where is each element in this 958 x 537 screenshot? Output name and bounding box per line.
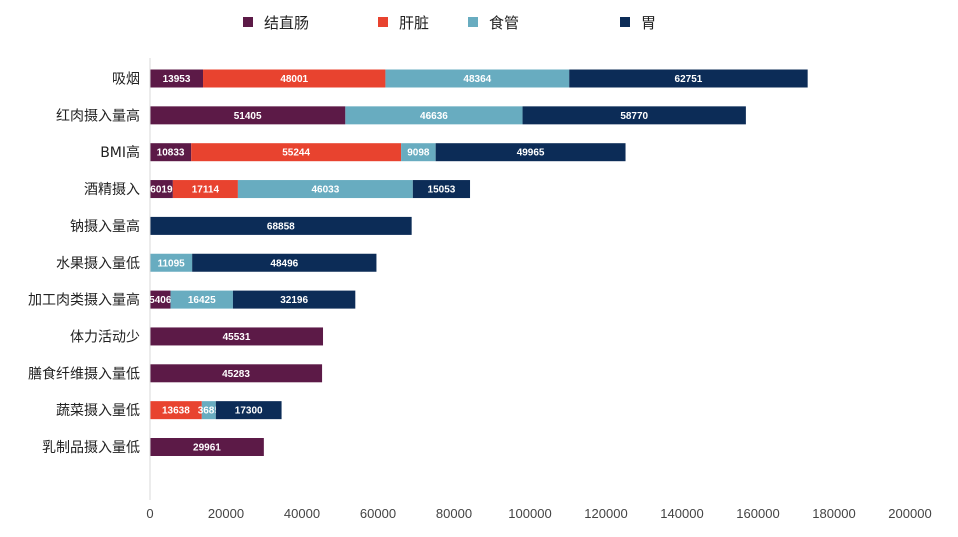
data-label-9-1: 13638 <box>162 406 190 417</box>
data-label-6-2: 16425 <box>188 295 216 306</box>
data-label-1-0: 51405 <box>234 111 262 122</box>
bar-4-3 <box>150 216 412 235</box>
data-label-0-2: 48364 <box>463 74 491 85</box>
data-label-7-0: 45531 <box>223 332 251 343</box>
category-label-9: 蔬菜摄入量低 <box>56 403 140 419</box>
category-label-10: 乳制品摄入量低 <box>42 440 140 456</box>
data-label-1-2: 46636 <box>420 111 448 122</box>
data-label-8-0: 45283 <box>222 369 250 380</box>
category-label-5: 水果摄入量低 <box>56 256 140 272</box>
bar-1-0 <box>150 106 346 125</box>
legend-label-0: 结直肠 <box>264 14 309 32</box>
category-label-8: 膳食纤维摄入量低 <box>28 365 140 382</box>
bar-5-2 <box>150 253 193 272</box>
x-tick-label-0: 0 <box>146 506 153 521</box>
legend-swatch-2 <box>468 17 478 27</box>
bar-7-0 <box>150 327 324 346</box>
data-label-5-3: 48496 <box>270 258 298 269</box>
x-tick-label-4: 80000 <box>436 506 472 521</box>
bar-0-0 <box>150 69 204 88</box>
data-label-10-0: 29961 <box>193 443 221 454</box>
data-label-2-0: 10833 <box>157 148 185 159</box>
x-tick-label-1: 20000 <box>208 506 244 521</box>
x-tick-label-3: 60000 <box>360 506 396 521</box>
data-label-3-1: 17114 <box>192 185 220 196</box>
category-label-2: BMI高 <box>100 144 140 161</box>
bar-10-0 <box>150 438 264 456</box>
data-label-9-2: 3685 <box>198 406 221 417</box>
x-tick-label-7: 140000 <box>660 506 703 521</box>
x-tick-label-10: 200000 <box>888 506 931 521</box>
legend-label-2: 食管 <box>489 14 519 32</box>
bar-6-0 <box>150 290 171 309</box>
data-label-3-2: 46033 <box>311 185 339 196</box>
bar-3-3 <box>412 180 471 199</box>
x-tick-label-9: 180000 <box>812 506 855 521</box>
bar-9-2 <box>201 401 216 420</box>
bar-8-0 <box>150 364 323 383</box>
data-label-0-3: 62751 <box>675 74 703 85</box>
category-label-1: 红肉摄入量高 <box>56 107 140 124</box>
data-label-2-3: 49965 <box>517 148 545 159</box>
bars: 13953 48001 48364 62751 51405 46636 58770 10833… <box>149 69 808 456</box>
bar-3-0 <box>150 180 173 199</box>
bar-2-1 <box>191 143 402 162</box>
bar-6-2 <box>170 290 233 309</box>
category-label-3: 酒精摄入 <box>84 182 140 198</box>
bar-9-1 <box>150 401 202 420</box>
legend-swatch-3 <box>620 17 630 27</box>
x-tick-label-8: 160000 <box>736 506 779 521</box>
x-tick-label-2: 40000 <box>284 506 320 521</box>
bar-2-2 <box>401 143 436 162</box>
x-axis: 0 20000 40000 60000 80000 100000 120000 140000 1… <box>146 58 932 521</box>
legend: 结直肠 肝脏 食管 胃 <box>243 14 656 32</box>
data-label-3-3: 15053 <box>428 185 456 196</box>
bar-0-1 <box>203 69 386 88</box>
category-label-7: 体力活动少 <box>70 329 140 345</box>
bar-1-3 <box>522 106 746 125</box>
bar-1-2 <box>345 106 523 125</box>
legend-swatch-1 <box>378 17 388 27</box>
category-label-4: 钠摄入量高 <box>70 218 140 235</box>
data-label-4-3: 68858 <box>267 221 295 232</box>
bar-3-1 <box>172 180 238 199</box>
bar-2-3 <box>435 143 626 162</box>
bar-0-3 <box>569 69 808 88</box>
data-label-3-0: 6019 <box>150 185 173 196</box>
bar-6-3 <box>232 290 356 309</box>
x-tick-label-5: 100000 <box>508 506 551 521</box>
data-label-6-3: 32196 <box>280 295 308 306</box>
bar-9-3 <box>215 401 282 420</box>
legend-label-3: 胃 <box>641 14 656 32</box>
data-label-2-1: 55244 <box>282 148 310 159</box>
data-label-6-0: 5406 <box>149 295 172 306</box>
data-label-9-3: 17300 <box>235 406 263 417</box>
legend-swatch-0 <box>243 17 253 27</box>
data-label-0-1: 48001 <box>280 74 308 85</box>
data-label-2-2: 9098 <box>407 148 430 159</box>
category-label-0: 吸烟 <box>112 72 140 88</box>
data-label-5-2: 11095 <box>157 258 185 269</box>
legend-label-1: 肝脏 <box>399 14 429 32</box>
bar-0-2 <box>385 69 570 88</box>
x-tick-label-6: 120000 <box>584 506 627 521</box>
category-label-6: 加工肉类摄入量高 <box>28 292 140 309</box>
bar-5-3 <box>192 253 377 272</box>
bar-2-0 <box>150 143 192 162</box>
data-label-1-3: 58770 <box>620 111 648 122</box>
data-label-0-0: 13953 <box>163 74 191 85</box>
bar-3-2 <box>237 180 413 199</box>
